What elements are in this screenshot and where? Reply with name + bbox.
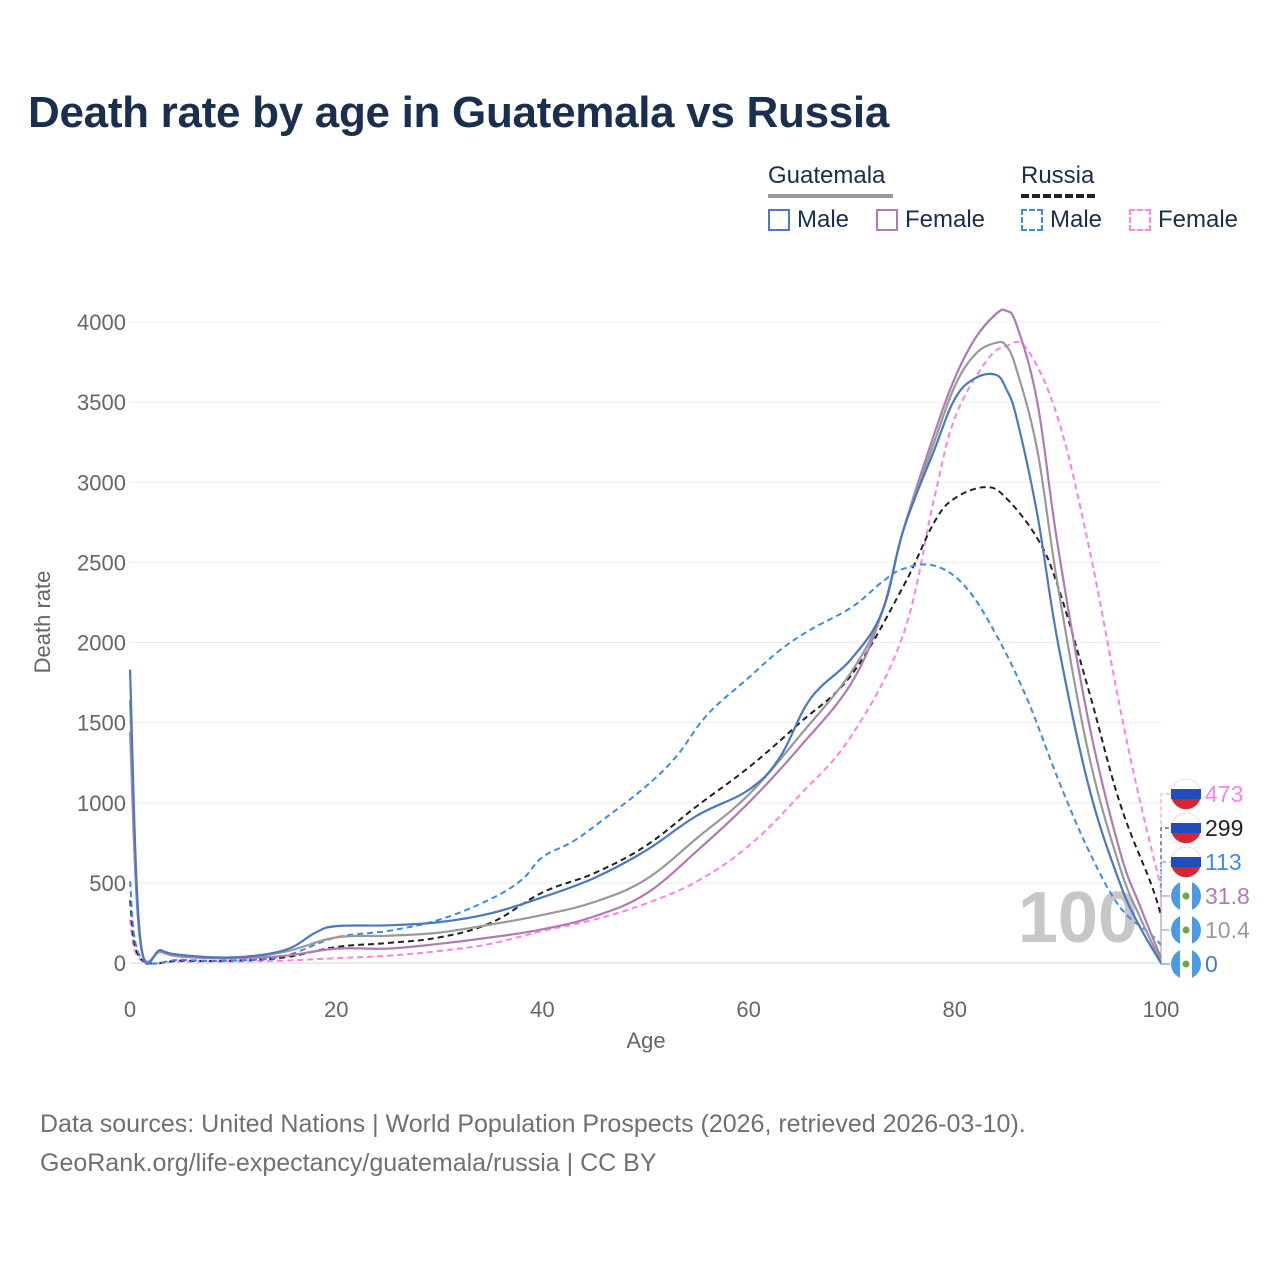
flag-stripe-blue (1171, 789, 1201, 799)
legend-group-label: Guatemala (768, 162, 886, 189)
series-line-guatemala-female (128, 308, 1163, 963)
end-label-connector (1160, 895, 1170, 958)
end-labels: 473 299 113 31.8 10.4 0 (1160, 778, 1250, 979)
legend-item-russia-female[interactable]: Female (1129, 206, 1238, 234)
legend-item-guatemala-female[interactable]: Female (876, 206, 985, 234)
guatemala-flag-icon (1171, 949, 1201, 979)
legend-group-label: Russia (1021, 162, 1095, 189)
flag-stripe-red (1171, 867, 1201, 878)
end-label-value: 473 (1205, 781, 1243, 807)
legend-swatch (1021, 209, 1043, 231)
y-tick-label: 4000 (77, 310, 126, 335)
end-label-value: 113 (1205, 849, 1242, 875)
series-line-russia-male (129, 563, 1162, 965)
legend-swatch (768, 209, 790, 231)
legend-group-line-solid (768, 194, 893, 198)
legend-item-label: Female (905, 206, 986, 233)
russia-flag-icon (1170, 846, 1202, 878)
end-label-value: 31.8 (1205, 883, 1250, 909)
end-label-connector (1160, 793, 1170, 888)
legend-item-russia-male[interactable]: Male (1021, 206, 1102, 234)
footer-sources: Data sources: United Nations | World Pop… (40, 1110, 1026, 1138)
guatemala-flag-icon (1171, 915, 1201, 945)
x-tick-label: 20 (324, 997, 348, 1022)
guatemala-flag-icon (1171, 881, 1201, 911)
footer: Data sources: United Nations | World Pop… (40, 1105, 1026, 1183)
legend-item-label: Male (797, 206, 850, 233)
series-line-guatemala-male (128, 372, 1162, 965)
x-tick-labels: 0 20 40 60 80 100 (124, 997, 1179, 1022)
x-tick-label: 0 (124, 997, 136, 1022)
russia-flag-icon (1170, 778, 1202, 810)
y-tick-label: 500 (89, 871, 126, 896)
legend-item-label: Male (1050, 206, 1103, 233)
russia-flag-icon (1170, 812, 1202, 844)
legend-group-russia[interactable]: Russia (1021, 162, 1095, 198)
gridlines (130, 321, 1161, 964)
series-line-guatemala-total (128, 340, 1162, 965)
end-label-value: 0 (1205, 951, 1218, 977)
x-tick-label: 100 (1143, 997, 1180, 1022)
y-tick-label: 1000 (77, 791, 126, 816)
series-line-russia-female (129, 340, 1162, 965)
legend-group-guatemala[interactable]: Guatemala (768, 162, 893, 198)
y-tick-labels: 0 500 1000 1500 2000 2500 3000 3500 4000 (77, 310, 126, 976)
x-axis-label: Age (626, 1028, 665, 1053)
y-tick-label: 3000 (77, 470, 126, 495)
series-line-russia-total (129, 486, 1162, 965)
flag-stripe-blue (1171, 823, 1201, 833)
y-axis-label: Death rate (30, 571, 55, 674)
x-tick-label: 60 (736, 997, 760, 1022)
end-label-connector (1160, 929, 1170, 962)
series-lines (128, 308, 1163, 965)
year-watermark: 100 (1018, 878, 1138, 958)
end-label-value: 10.4 (1205, 917, 1250, 943)
end-label-connector (1160, 963, 1170, 965)
legend-item-label: Female (1158, 206, 1239, 233)
x-tick-label: 80 (943, 997, 967, 1022)
y-tick-label: 2500 (77, 550, 126, 575)
flag-emblem (1182, 892, 1190, 900)
end-label-connector (1160, 861, 1170, 945)
y-tick-label: 0 (114, 951, 126, 976)
flag-stripe-blue (1171, 857, 1201, 867)
flag-stripe-red (1171, 799, 1201, 810)
legend-swatch (1129, 209, 1151, 231)
chart-title: Death rate by age in Guatemala vs Russia (28, 88, 890, 137)
x-tick-label: 40 (530, 997, 554, 1022)
footer-link[interactable]: GeoRank.org/life-expectancy/guatemala/ru… (40, 1149, 657, 1177)
y-tick-label: 2000 (77, 631, 126, 656)
end-label-connector (1160, 827, 1170, 916)
legend-swatch (876, 209, 898, 231)
end-label-value: 299 (1205, 815, 1243, 841)
flag-emblem (1182, 926, 1190, 934)
legend-group-line-dashed (1021, 194, 1095, 198)
flag-stripe-red (1171, 833, 1201, 844)
flag-emblem (1182, 960, 1190, 968)
legend-item-guatemala-male[interactable]: Male (768, 206, 849, 234)
y-tick-label: 3500 (77, 390, 126, 415)
y-tick-label: 1500 (77, 711, 126, 736)
